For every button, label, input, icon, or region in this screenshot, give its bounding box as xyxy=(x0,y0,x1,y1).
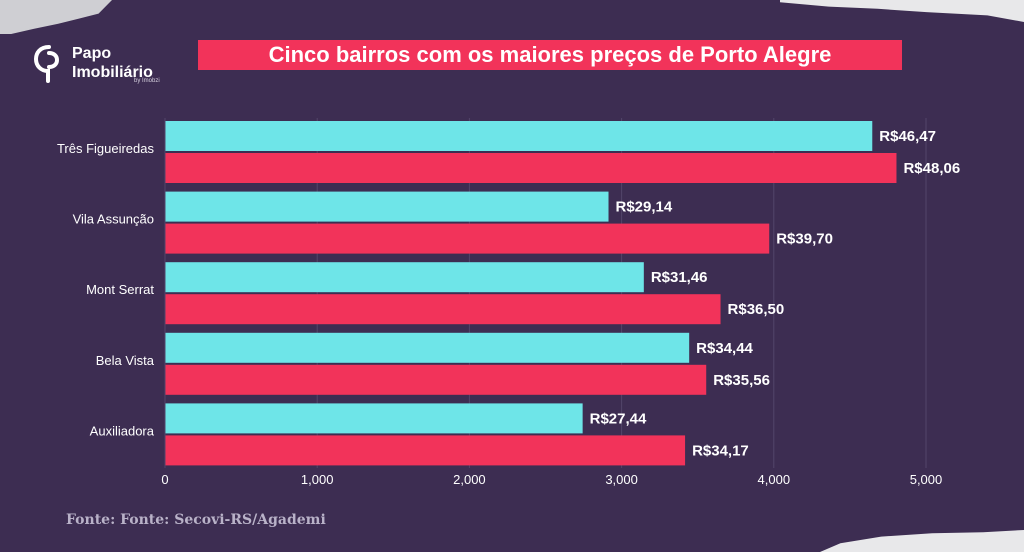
brand-tagline: by Imobzi xyxy=(134,78,160,84)
brand-name-line1: Papo xyxy=(72,45,112,62)
bar xyxy=(165,262,644,293)
bar xyxy=(165,121,873,151)
bar xyxy=(165,294,721,325)
category-label: Vila Assunção xyxy=(73,212,154,227)
bar xyxy=(165,223,770,254)
bar xyxy=(165,153,897,183)
x-tick-label: 1,000 xyxy=(301,472,334,487)
bar xyxy=(165,332,690,363)
category-label: Mont Serrat xyxy=(86,282,154,297)
brand-name-line2: Imobiliário xyxy=(72,64,153,81)
bar xyxy=(165,364,707,395)
source-note: Fonte: Fonte: Secovi-RS/Agademi xyxy=(66,512,326,528)
bar xyxy=(165,403,583,434)
data-label: R$34,44 xyxy=(696,340,753,357)
data-label: R$46,47 xyxy=(879,128,936,145)
category-label: Auxiliadora xyxy=(90,423,155,438)
brand-logo: Papo Imobiliário by Imobzi xyxy=(34,44,174,92)
data-label: R$29,14 xyxy=(616,199,673,216)
data-label: R$31,46 xyxy=(651,269,708,286)
data-label: R$36,50 xyxy=(728,301,785,318)
x-tick-label: 0 xyxy=(161,472,168,487)
category-label: Bela Vista xyxy=(96,353,155,368)
chart-title: Cinco bairros com os maiores preços de P… xyxy=(268,42,832,67)
x-tick-label: 5,000 xyxy=(910,472,943,487)
x-tick-label: 3,000 xyxy=(605,472,638,487)
data-label: R$35,56 xyxy=(713,372,770,389)
chart-title-banner: Cinco bairros com os maiores preços de P… xyxy=(198,40,902,70)
data-label: R$39,70 xyxy=(776,231,833,248)
x-tick-label: 4,000 xyxy=(758,472,791,487)
data-label: R$48,06 xyxy=(903,160,960,177)
x-tick-label: 2,000 xyxy=(453,472,486,487)
papo-logo-icon xyxy=(34,45,60,83)
data-label: R$34,17 xyxy=(692,442,749,459)
category-label: Três Figueiredas xyxy=(57,141,155,156)
bar xyxy=(165,191,609,222)
bar xyxy=(165,435,686,466)
data-label: R$27,44 xyxy=(590,410,647,427)
